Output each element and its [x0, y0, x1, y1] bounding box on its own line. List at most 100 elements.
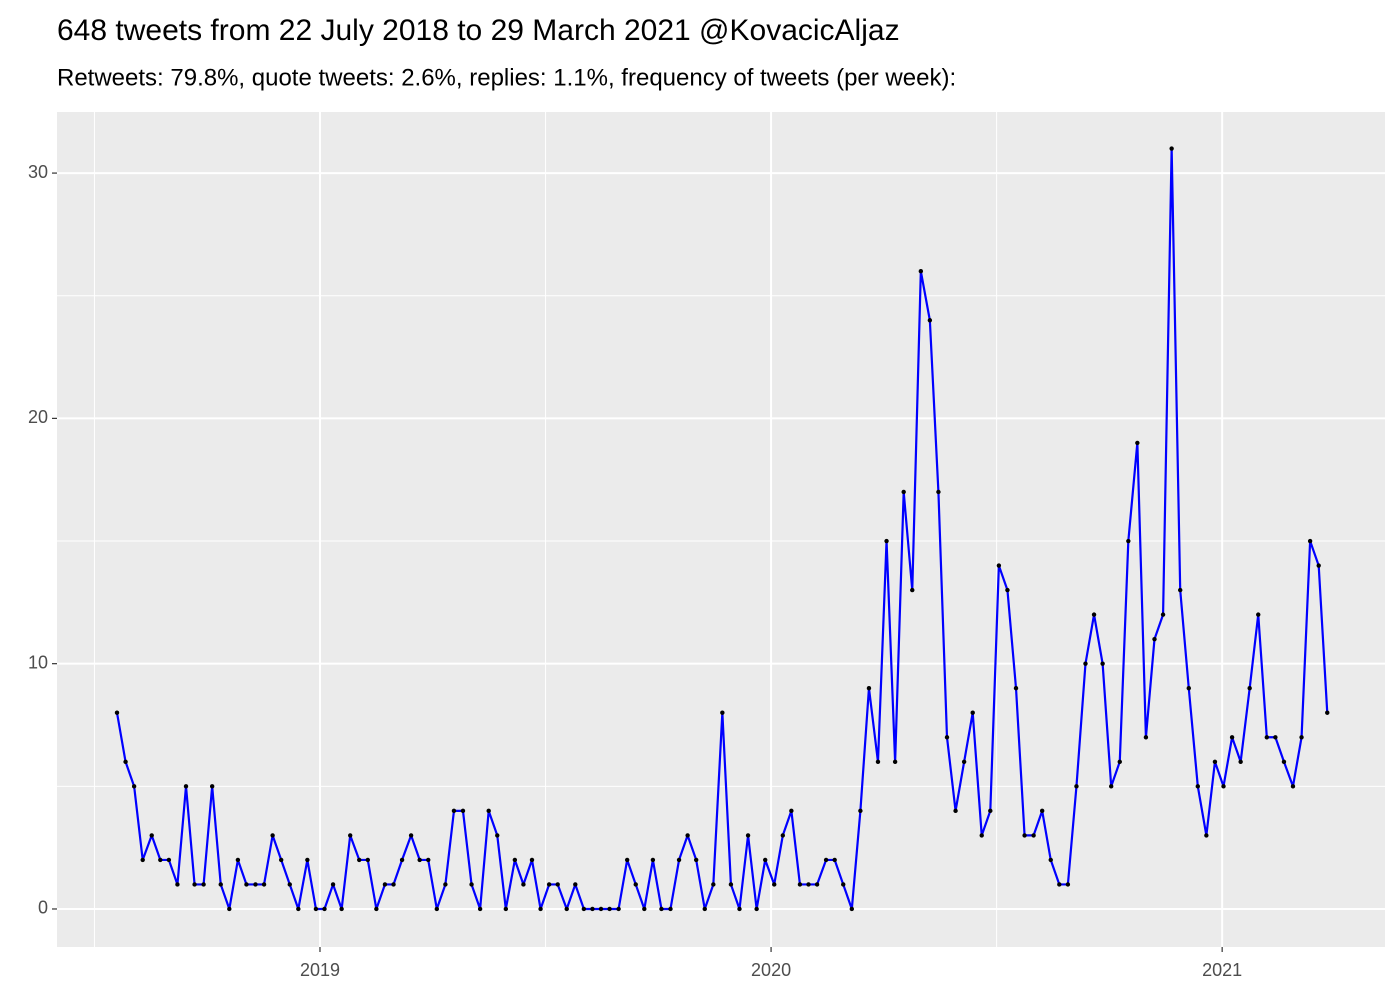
data-point: [278, 857, 284, 863]
data-point: [261, 882, 267, 887]
data-point: [443, 882, 448, 887]
data-point: [503, 906, 509, 912]
data-point: [287, 882, 292, 887]
y-tick-label: 10: [28, 652, 48, 672]
data-point: [763, 857, 768, 863]
data-point: [201, 882, 206, 887]
data-point: [1221, 784, 1226, 789]
chart-subtitle: Retweets: 79.8%, quote tweets: 2.6%, rep…: [57, 64, 956, 91]
data-point: [1135, 440, 1140, 446]
data-point: [1281, 759, 1287, 764]
data-point: [737, 906, 742, 912]
data-point: [814, 882, 820, 887]
data-point: [322, 906, 327, 912]
data-point: [175, 882, 180, 887]
data-point: [953, 808, 958, 814]
data-point: [313, 906, 319, 912]
data-point: [884, 538, 889, 544]
x-tick-label: 2021: [1202, 960, 1242, 980]
data-point: [702, 906, 707, 912]
data-point: [1160, 612, 1166, 617]
data-point: [1247, 686, 1252, 691]
data-point: [910, 587, 915, 593]
data-point: [1091, 612, 1097, 617]
data-point: [944, 735, 950, 740]
chart-title: 648 tweets from 22 July 2018 to 29 March…: [57, 14, 900, 47]
data-point: [1143, 735, 1149, 740]
data-point: [365, 857, 370, 863]
data-point: [538, 906, 543, 912]
data-point: [357, 857, 362, 863]
data-point: [590, 906, 595, 912]
data-point: [711, 882, 716, 887]
y-tick-label: 0: [38, 898, 48, 918]
data-point: [1238, 759, 1243, 764]
data-point: [296, 906, 301, 912]
data-point: [918, 268, 924, 274]
data-point: [573, 882, 578, 887]
data-point: [1100, 661, 1105, 666]
data-point: [1299, 735, 1304, 740]
data-point: [330, 882, 336, 887]
data-point: [546, 882, 552, 887]
data-point: [374, 906, 379, 912]
data-point: [892, 759, 898, 764]
data-point: [979, 833, 984, 838]
data-point: [849, 906, 855, 912]
data-point: [668, 906, 673, 912]
data-point: [685, 833, 690, 838]
x-tick-label: 2019: [300, 960, 340, 980]
data-point: [555, 882, 560, 887]
data-point: [564, 906, 569, 912]
data-point: [693, 857, 699, 863]
data-point: [650, 857, 656, 863]
data-point: [469, 882, 474, 887]
data-point: [460, 808, 466, 814]
data-point: [158, 857, 163, 863]
data-point: [348, 833, 353, 838]
data-point: [1212, 759, 1218, 764]
data-point: [149, 833, 154, 838]
data-point: [676, 857, 682, 863]
data-point: [745, 833, 751, 838]
data-point: [382, 882, 388, 887]
data-point: [633, 882, 638, 887]
data-point: [399, 857, 405, 863]
data-point: [244, 882, 249, 887]
data-point: [581, 906, 587, 912]
data-point: [1065, 882, 1071, 887]
data-point: [598, 906, 604, 912]
data-point: [391, 882, 396, 887]
data-point: [642, 906, 647, 912]
data-point: [408, 833, 414, 838]
data-point: [451, 808, 457, 814]
plot-panel: [57, 112, 1385, 947]
data-point: [339, 906, 344, 912]
data-point: [1005, 587, 1010, 593]
data-point: [1013, 686, 1019, 691]
data-point: [209, 784, 215, 789]
data-point: [1307, 538, 1313, 544]
data-point: [434, 906, 440, 912]
data-point: [426, 857, 431, 863]
data-point: [227, 906, 232, 912]
data-point: [1316, 563, 1321, 568]
data-point: [780, 833, 785, 838]
data-point: [166, 857, 172, 863]
data-point: [512, 857, 518, 863]
data-point: [1039, 808, 1045, 814]
data-point: [253, 882, 258, 887]
data-point: [1195, 784, 1200, 789]
data-point: [659, 906, 664, 912]
data-point: [1256, 612, 1261, 617]
data-point: [1048, 857, 1053, 863]
data-point: [1273, 735, 1278, 740]
data-point: [1108, 784, 1114, 789]
data-point: [823, 857, 829, 863]
data-point: [866, 686, 872, 691]
data-point: [192, 882, 197, 887]
data-point: [1204, 833, 1209, 838]
data-point: [1290, 784, 1296, 789]
